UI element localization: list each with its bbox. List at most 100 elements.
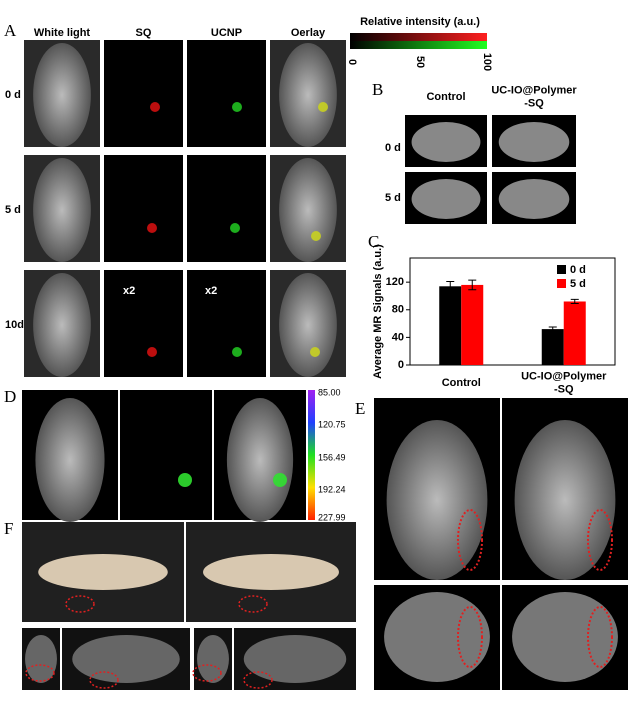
column-header: Control — [426, 91, 465, 103]
mouse-silhouette — [279, 158, 337, 262]
panel-label: B — [372, 80, 383, 99]
x-tick-label: Control — [442, 377, 481, 389]
magnification: x2 — [205, 285, 217, 297]
column-header: Oerlay — [291, 27, 326, 39]
row-label: 0 d — [385, 142, 401, 154]
magnification: x2 — [123, 285, 135, 297]
row-label: 0 d — [5, 89, 21, 101]
tumor-outline — [89, 671, 119, 689]
column-header: White light — [34, 27, 91, 39]
colorbar-title: Relative intensity (a.u.) — [360, 16, 480, 28]
legend-swatch — [557, 265, 566, 274]
plot-frame — [409, 257, 616, 366]
colorbar — [350, 41, 487, 49]
bar — [563, 301, 586, 365]
tumor-outline — [457, 606, 483, 668]
mouse-silhouette — [386, 420, 488, 580]
panel-label: C — [368, 232, 379, 251]
tumor-outline — [65, 595, 95, 613]
colorbar-tick: 156.49 — [318, 452, 346, 462]
mouse-silhouette — [226, 398, 294, 522]
legend-label: 0 d — [570, 264, 586, 276]
image — [187, 155, 266, 262]
fluorescence-spot — [150, 102, 160, 112]
tumor-outline — [243, 671, 273, 689]
y-axis-label: Average MR Signals (a.u.) — [372, 244, 384, 379]
image — [187, 270, 266, 377]
colorbar-tick: 192.24 — [318, 484, 346, 494]
y-tick-label: 40 — [392, 331, 404, 343]
panel-label: A — [4, 21, 17, 40]
mri-slice — [498, 122, 570, 162]
mri-slice — [411, 179, 481, 219]
mouse-silhouette — [279, 43, 337, 147]
mouse-silhouette — [33, 158, 91, 262]
fluorescence-spot — [318, 102, 328, 112]
mouse-silhouette — [514, 420, 616, 580]
y-tick-label: 80 — [392, 304, 404, 316]
tumor-outline — [457, 509, 483, 571]
colorbar-tick: 120.75 — [318, 419, 346, 429]
colorbar-tick: 85.00 — [318, 387, 341, 397]
skeleton — [203, 554, 339, 590]
colorbar-tick: 100 — [481, 53, 493, 71]
mouse-silhouette — [33, 43, 91, 147]
tumor-outline — [587, 606, 613, 668]
mri-slice — [498, 179, 570, 219]
row-label: 5 d — [5, 204, 21, 216]
error-bar — [468, 279, 477, 291]
colorbar-tick: 227.99 — [318, 512, 346, 522]
mri-slice — [411, 122, 481, 162]
fluorescence-spot — [147, 223, 157, 233]
fluorescence-spot — [147, 347, 157, 357]
error-bar — [570, 298, 579, 305]
error-bar — [446, 280, 455, 292]
image — [187, 40, 266, 147]
fluorescence-spot — [310, 347, 320, 357]
fluorescence-spot — [232, 347, 242, 357]
tumor-outline — [238, 595, 268, 613]
tumor-outline — [587, 509, 613, 571]
fluorescence-spot — [230, 223, 240, 233]
fluorescence-spot — [311, 231, 321, 241]
mri-slice — [512, 592, 618, 682]
skeleton — [38, 554, 168, 590]
tumor-outline — [25, 664, 55, 682]
error-bar — [548, 326, 557, 332]
fluorescence-spot — [178, 473, 192, 487]
y-tick-label: 0 — [398, 359, 404, 371]
fluorescence-spot — [273, 473, 287, 487]
mouse-silhouette — [35, 398, 105, 522]
column-header: UCNP — [211, 27, 242, 39]
legend-swatch — [557, 279, 566, 288]
row-label: 5 d — [385, 192, 401, 204]
bar — [541, 329, 564, 365]
colorbar — [308, 390, 315, 520]
bar — [439, 286, 462, 365]
image — [120, 390, 212, 520]
fluorescence-spot — [232, 102, 242, 112]
x-tick-label: UC-IO@Polymer -SQ — [521, 370, 607, 395]
ct-slice — [243, 635, 347, 683]
legend-label: 5 d — [570, 278, 586, 290]
mouse-silhouette — [33, 273, 91, 377]
panel-label: F — [4, 519, 13, 538]
tumor-outline — [192, 664, 222, 682]
image — [104, 270, 183, 377]
column-header: UC-IO@Polymer -SQ — [491, 84, 577, 109]
bar — [461, 284, 484, 365]
column-header: SQ — [136, 27, 152, 39]
panel-label: E — [355, 399, 365, 418]
ct-slice — [72, 635, 180, 683]
ct-slice — [197, 635, 229, 683]
colorbar — [350, 33, 487, 41]
ct-slice — [25, 635, 57, 683]
panel-label: D — [4, 387, 16, 406]
mouse-silhouette — [279, 273, 337, 377]
image — [104, 155, 183, 262]
row-label: 10d — [5, 319, 24, 331]
colorbar-tick: 0 — [346, 59, 358, 65]
colorbar-tick: 50 — [414, 56, 426, 68]
y-tick-label: 120 — [386, 276, 404, 288]
